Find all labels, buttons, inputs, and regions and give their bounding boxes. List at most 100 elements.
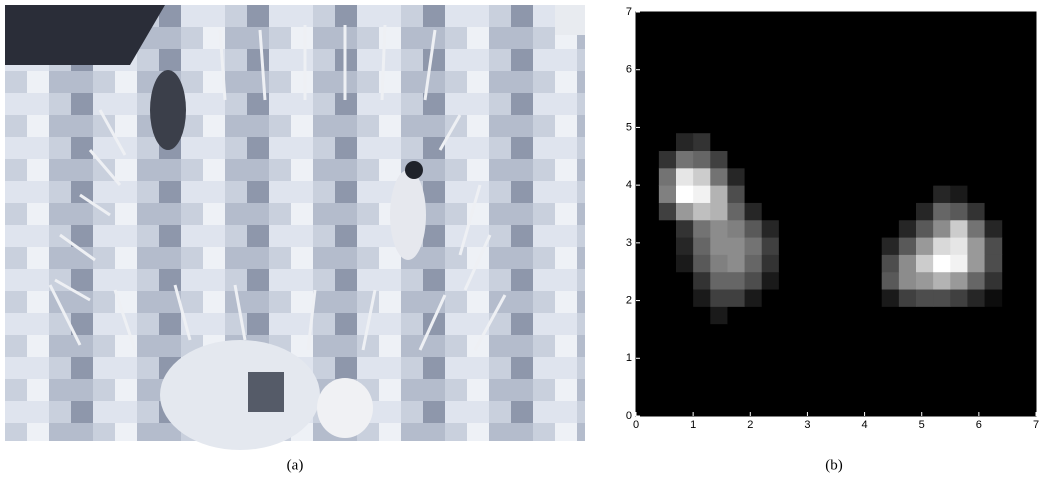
cell	[693, 254, 711, 272]
cell	[710, 220, 728, 238]
cell	[882, 289, 900, 307]
cell	[727, 185, 745, 203]
cell	[830, 237, 848, 255]
head	[405, 161, 423, 179]
cell	[659, 220, 677, 238]
cell	[830, 272, 848, 290]
cell	[882, 133, 900, 151]
cell	[676, 306, 694, 324]
cell	[847, 168, 865, 186]
cell	[950, 306, 968, 324]
cell	[950, 133, 968, 151]
wall	[555, 5, 585, 35]
cell	[693, 289, 711, 307]
cell	[950, 202, 968, 220]
cell	[916, 254, 934, 272]
cell	[830, 202, 848, 220]
photo	[5, 5, 585, 450]
cell	[847, 185, 865, 203]
cell	[830, 306, 848, 324]
cell	[762, 289, 780, 307]
cell	[710, 168, 728, 186]
cell	[745, 289, 763, 307]
cell	[659, 185, 677, 203]
cell	[727, 133, 745, 151]
cell	[727, 151, 745, 169]
cell	[796, 254, 814, 272]
cell	[847, 151, 865, 169]
cell	[847, 133, 865, 151]
caption: (a)	[287, 457, 304, 473]
cell	[882, 220, 900, 238]
cell	[916, 202, 934, 220]
y-tick-label: 5	[626, 121, 632, 133]
cell	[899, 185, 917, 203]
cell	[865, 202, 883, 220]
cell	[967, 272, 985, 290]
cell	[659, 151, 677, 169]
cell	[967, 185, 985, 203]
y-tick-label: 6	[626, 64, 632, 76]
cell	[813, 220, 831, 238]
cell	[830, 254, 848, 272]
cell	[693, 185, 711, 203]
cell	[796, 185, 814, 203]
laptop	[248, 372, 284, 412]
cell	[779, 151, 797, 169]
cell	[813, 237, 831, 255]
cell	[985, 289, 1003, 307]
cell	[659, 202, 677, 220]
cell	[813, 254, 831, 272]
cell	[830, 185, 848, 203]
cell	[745, 202, 763, 220]
cell	[899, 133, 917, 151]
cell	[899, 289, 917, 307]
cell	[865, 306, 883, 324]
cell	[933, 220, 951, 238]
cell	[813, 133, 831, 151]
cell	[933, 202, 951, 220]
cell	[882, 202, 900, 220]
cell	[950, 220, 968, 238]
cell	[745, 306, 763, 324]
cell	[899, 237, 917, 255]
cell	[762, 220, 780, 238]
cell	[899, 306, 917, 324]
cell	[916, 272, 934, 290]
cell	[865, 237, 883, 255]
cell	[830, 133, 848, 151]
cell	[830, 289, 848, 307]
cell	[847, 306, 865, 324]
cell	[967, 202, 985, 220]
cell	[693, 237, 711, 255]
cell	[659, 254, 677, 272]
cell	[796, 220, 814, 238]
cell	[830, 220, 848, 238]
cell	[882, 151, 900, 169]
cell	[796, 151, 814, 169]
cell	[985, 185, 1003, 203]
cell	[933, 168, 951, 186]
seated-person	[317, 378, 373, 438]
y-tick-label: 7	[626, 6, 632, 18]
x-tick-label: 5	[919, 419, 925, 431]
cell	[899, 168, 917, 186]
cell	[762, 306, 780, 324]
cell	[865, 168, 883, 186]
cell	[745, 151, 763, 169]
cell	[916, 289, 934, 307]
cell	[916, 185, 934, 203]
cell	[796, 272, 814, 290]
cell	[796, 289, 814, 307]
cell	[762, 202, 780, 220]
cell	[813, 151, 831, 169]
cell	[762, 133, 780, 151]
cell	[813, 168, 831, 186]
cell	[693, 202, 711, 220]
cell	[710, 237, 728, 255]
cell	[813, 272, 831, 290]
cell	[779, 168, 797, 186]
cell	[882, 272, 900, 290]
cell	[676, 272, 694, 290]
cell	[967, 254, 985, 272]
